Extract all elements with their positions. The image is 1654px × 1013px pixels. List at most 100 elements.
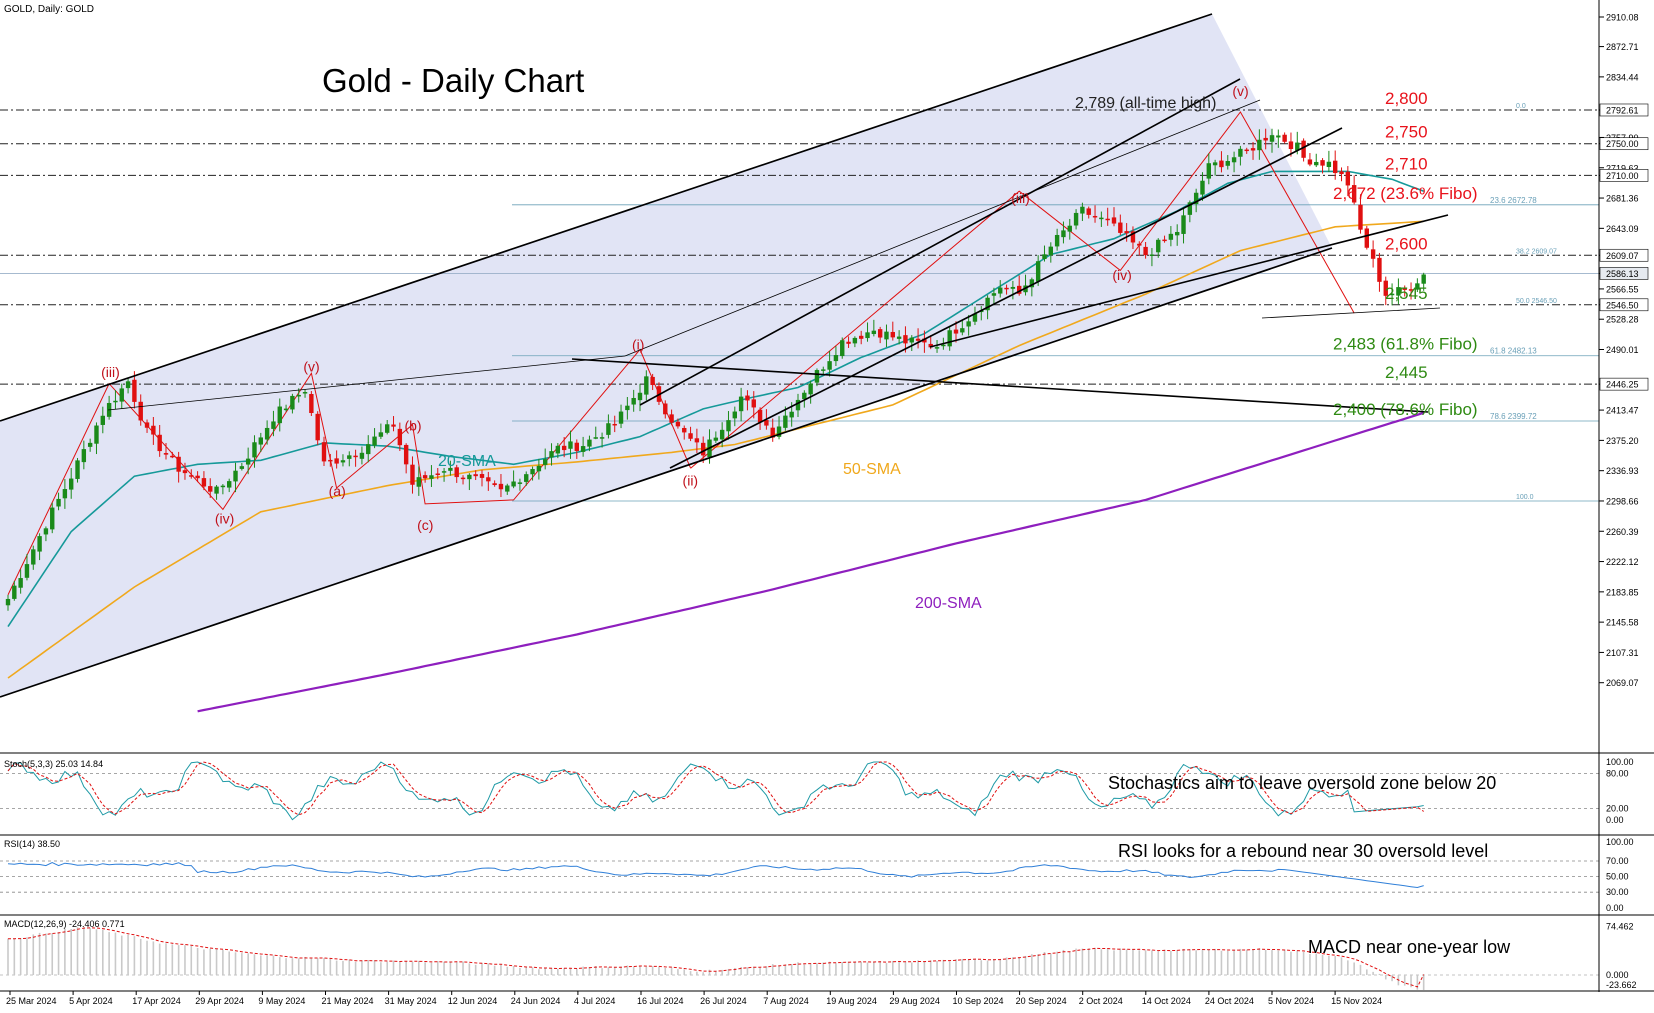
candle-body (1295, 142, 1300, 151)
candle-body (1282, 134, 1287, 142)
candle-body (441, 471, 447, 473)
candle-body (1364, 228, 1369, 248)
date-tick-label: 16 Jul 2024 (637, 996, 684, 1006)
candle-body (138, 401, 143, 421)
candle-body (271, 421, 276, 429)
date-tick-label: 2 Oct 2024 (1079, 996, 1123, 1006)
candle-body (5, 598, 11, 606)
candle-body (328, 459, 333, 462)
candle-body (1396, 287, 1401, 296)
price-tick-label: 2834.44 (1606, 72, 1639, 82)
candle-body (1092, 215, 1098, 218)
candle-body (953, 329, 959, 334)
candle-body (524, 474, 529, 482)
candle-body (998, 287, 1003, 294)
price-tag-box (1599, 267, 1649, 280)
candle-body (505, 485, 510, 492)
candle-body (1162, 239, 1167, 242)
candle-body (1314, 161, 1319, 166)
date-tick-label: 10 Sep 2024 (953, 996, 1004, 1006)
candle-body (852, 337, 858, 344)
candle-body (144, 422, 150, 428)
candle-body (366, 444, 371, 455)
thin-trend-line (624, 99, 1261, 357)
candle-body (1010, 286, 1016, 289)
candle-body (448, 467, 453, 471)
candle-body (1389, 293, 1395, 296)
candle-body (561, 445, 567, 451)
candle-body (1339, 171, 1344, 175)
price-tick-label: 2528.28 (1606, 315, 1639, 325)
candle-body (827, 361, 832, 370)
candle-body (277, 406, 282, 424)
wave-label: (iii) (101, 364, 120, 380)
level-label: 2,545 (1385, 284, 1428, 303)
rsi-tick-label: 0.00 (1606, 903, 1624, 913)
candle-body (1408, 289, 1414, 291)
candle-body (934, 347, 940, 349)
price-tick-label: 2872.71 (1606, 42, 1639, 52)
wave-label: (a) (329, 483, 346, 499)
candle-body (941, 344, 946, 347)
candle-body (580, 446, 586, 452)
candle-body (865, 332, 870, 339)
date-tick-label: 14 Oct 2024 (1142, 996, 1191, 1006)
date-tick-label: 5 Nov 2024 (1268, 996, 1314, 1006)
price-tick-label: 2910.08 (1606, 13, 1639, 23)
candle-body (669, 414, 674, 423)
candle-body (991, 293, 997, 296)
candle-body (808, 383, 813, 395)
candle-body (568, 441, 573, 449)
candle-body (1257, 139, 1262, 151)
candle-body (599, 437, 605, 439)
candle-body (530, 469, 535, 475)
candle-body (1377, 257, 1382, 282)
candle-body (846, 341, 851, 344)
candle-body (795, 399, 801, 411)
candle-body (1073, 212, 1079, 226)
panel-frames (0, 0, 1654, 992)
candle-body (593, 437, 598, 439)
macd-signal-line (8, 927, 1425, 988)
date-tick-label: 19 Aug 2024 (826, 996, 877, 1006)
candle-body (517, 482, 523, 484)
candle-body (631, 397, 636, 405)
price-tag-box (1599, 377, 1649, 391)
candle-body (1111, 217, 1117, 224)
price-tick-label: 2222.12 (1606, 557, 1639, 567)
thin-support-line (1261, 307, 1441, 319)
candle-body (587, 439, 592, 447)
candle-body (132, 379, 137, 402)
candle-body (884, 331, 889, 340)
candle-body (460, 477, 466, 480)
candle-body (776, 426, 782, 437)
level-label: 2,672 (23.6% Fibo) (1333, 184, 1478, 203)
rsi-tick-label: 100.00 (1606, 837, 1634, 847)
candle-body (732, 411, 737, 419)
candle-body (467, 474, 472, 480)
candle-body (125, 381, 131, 389)
candle-body (56, 498, 61, 507)
candle-body (764, 420, 769, 426)
candle-body (871, 330, 877, 335)
symbol-label: GOLD, Daily: GOLD (4, 4, 94, 15)
candle-body (1269, 135, 1275, 142)
level-label: 2,710 (1385, 154, 1428, 173)
date-tick-label: 9 May 2024 (258, 996, 305, 1006)
candle-body (1017, 285, 1022, 294)
candle-body (1175, 231, 1180, 236)
candle-body (1212, 162, 1218, 166)
date-tick-label: 29 Apr 2024 (195, 996, 244, 1006)
candle-body (309, 394, 314, 414)
candle-body (1042, 254, 1047, 260)
candle-body (1067, 225, 1072, 232)
candle-body (1105, 218, 1110, 221)
candle-body (81, 449, 87, 463)
macd-tick-label: 74.462 (1606, 922, 1634, 932)
price-tick-label: 2260.39 (1606, 527, 1639, 537)
candle-body (1118, 222, 1123, 233)
candle-body (1130, 231, 1136, 243)
annotation-label: 20-SMA (438, 453, 496, 470)
candle-body (859, 335, 864, 339)
